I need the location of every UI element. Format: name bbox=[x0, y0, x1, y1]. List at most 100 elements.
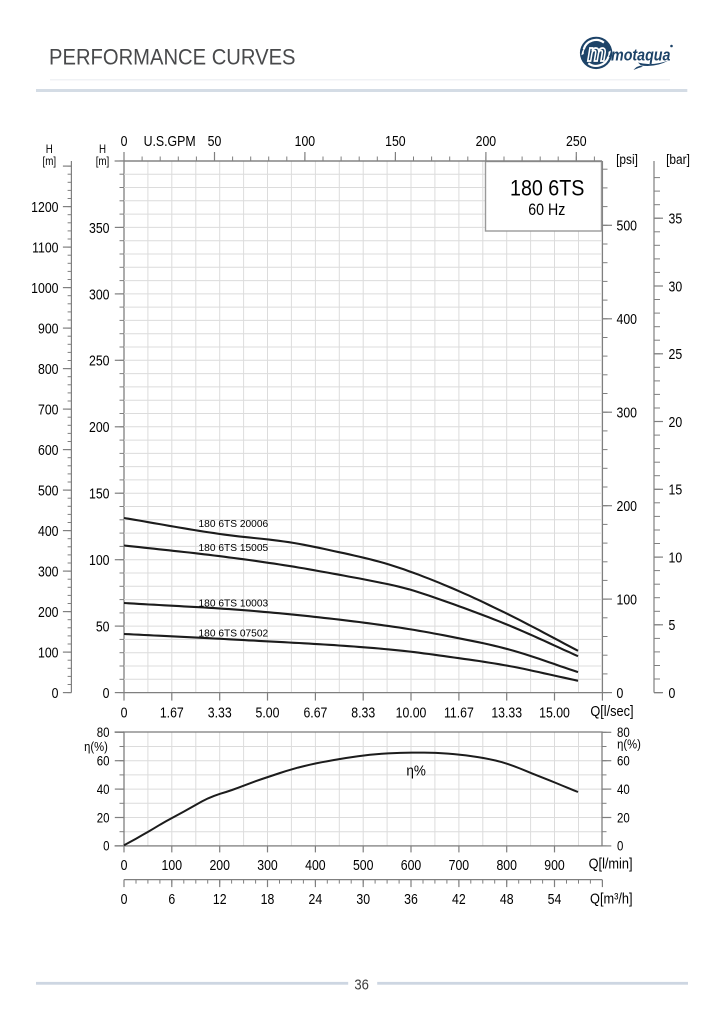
svg-text:400: 400 bbox=[38, 523, 59, 539]
svg-text:1100: 1100 bbox=[32, 239, 59, 255]
svg-text:0: 0 bbox=[617, 685, 624, 701]
svg-text:35: 35 bbox=[669, 210, 683, 226]
svg-text:[m]: [m] bbox=[43, 156, 57, 169]
svg-text:54: 54 bbox=[548, 891, 562, 907]
svg-text:100: 100 bbox=[617, 591, 638, 607]
svg-text:0: 0 bbox=[617, 839, 623, 854]
svg-text:10: 10 bbox=[669, 549, 683, 565]
svg-text:36: 36 bbox=[354, 977, 369, 993]
svg-text:13.33: 13.33 bbox=[491, 704, 522, 720]
svg-text:18: 18 bbox=[261, 891, 275, 907]
svg-text:180 6TS 15005: 180 6TS 15005 bbox=[199, 543, 269, 554]
svg-text:0: 0 bbox=[121, 891, 128, 907]
svg-text:[bar]: [bar] bbox=[666, 151, 690, 167]
svg-text:100: 100 bbox=[38, 644, 59, 660]
svg-text:900: 900 bbox=[544, 857, 565, 873]
svg-text:5: 5 bbox=[669, 617, 676, 633]
svg-text:8.33: 8.33 bbox=[351, 704, 375, 720]
svg-text:24: 24 bbox=[309, 891, 323, 907]
svg-text:200: 200 bbox=[617, 498, 638, 514]
svg-text:0: 0 bbox=[103, 685, 110, 701]
svg-text:600: 600 bbox=[401, 857, 422, 873]
svg-text:[psi]: [psi] bbox=[616, 151, 638, 167]
svg-text:10.00: 10.00 bbox=[396, 704, 427, 720]
svg-text:15: 15 bbox=[669, 482, 683, 498]
svg-text:50: 50 bbox=[96, 618, 110, 634]
svg-text:700: 700 bbox=[449, 857, 470, 873]
svg-text:0: 0 bbox=[52, 685, 59, 701]
svg-text:6.67: 6.67 bbox=[303, 704, 327, 720]
svg-text:350: 350 bbox=[89, 220, 110, 236]
svg-text:η%: η% bbox=[406, 763, 426, 780]
svg-text:800: 800 bbox=[38, 361, 59, 377]
svg-text:30: 30 bbox=[669, 278, 683, 294]
svg-text:30: 30 bbox=[356, 891, 370, 907]
svg-text:PERFORMANCE CURVES: PERFORMANCE CURVES bbox=[49, 46, 296, 70]
svg-text:150: 150 bbox=[385, 133, 406, 149]
svg-text:η(%): η(%) bbox=[84, 739, 108, 754]
svg-text:48: 48 bbox=[500, 891, 514, 907]
svg-text:0: 0 bbox=[669, 685, 676, 701]
svg-text:150: 150 bbox=[89, 485, 110, 501]
svg-text:100: 100 bbox=[89, 552, 110, 568]
svg-text:200: 200 bbox=[38, 604, 59, 620]
svg-text:Q[l/min]: Q[l/min] bbox=[589, 854, 633, 871]
svg-text:40: 40 bbox=[97, 782, 110, 797]
svg-text:180 6TS 10003: 180 6TS 10003 bbox=[199, 599, 269, 610]
svg-text:500: 500 bbox=[617, 218, 638, 234]
svg-text:900: 900 bbox=[38, 320, 59, 336]
svg-text:5.00: 5.00 bbox=[256, 704, 280, 720]
svg-text:42: 42 bbox=[452, 891, 466, 907]
svg-text:motaqua: motaqua bbox=[611, 46, 671, 64]
svg-text:3.33: 3.33 bbox=[208, 704, 232, 720]
svg-text:15.00: 15.00 bbox=[539, 704, 570, 720]
svg-text:20: 20 bbox=[617, 810, 630, 825]
svg-text:50: 50 bbox=[208, 133, 222, 149]
svg-text:m: m bbox=[587, 40, 606, 67]
svg-text:500: 500 bbox=[38, 482, 59, 498]
svg-text:80: 80 bbox=[617, 725, 630, 740]
svg-text:U.S.GPM: U.S.GPM bbox=[144, 133, 196, 149]
svg-text:[m]: [m] bbox=[96, 156, 110, 169]
svg-text:0: 0 bbox=[121, 704, 128, 720]
svg-text:0: 0 bbox=[121, 133, 128, 149]
svg-text:6: 6 bbox=[168, 891, 175, 907]
svg-text:200: 200 bbox=[209, 857, 230, 873]
svg-text:36: 36 bbox=[404, 891, 418, 907]
svg-text:500: 500 bbox=[353, 857, 374, 873]
svg-text:0: 0 bbox=[103, 839, 109, 854]
svg-text:300: 300 bbox=[257, 857, 278, 873]
svg-text:700: 700 bbox=[38, 401, 59, 417]
svg-text:1000: 1000 bbox=[31, 280, 59, 296]
svg-text:1.67: 1.67 bbox=[160, 704, 184, 720]
svg-text:200: 200 bbox=[89, 419, 110, 435]
svg-text:Q[m³/h]: Q[m³/h] bbox=[590, 889, 632, 906]
svg-text:180 6TS: 180 6TS bbox=[510, 176, 584, 200]
svg-text:100: 100 bbox=[162, 857, 183, 873]
svg-text:800: 800 bbox=[496, 857, 517, 873]
svg-text:H: H bbox=[99, 143, 106, 156]
svg-text:Q[l/sec]: Q[l/sec] bbox=[590, 702, 633, 719]
svg-text:180 6TS 20006: 180 6TS 20006 bbox=[199, 519, 269, 530]
svg-text:25: 25 bbox=[669, 346, 683, 362]
svg-text:11.67: 11.67 bbox=[444, 704, 474, 720]
svg-text:η(%): η(%) bbox=[617, 737, 641, 752]
svg-text:100: 100 bbox=[295, 133, 316, 149]
svg-text:80: 80 bbox=[97, 725, 110, 740]
svg-text:300: 300 bbox=[38, 563, 59, 579]
svg-text:300: 300 bbox=[617, 404, 638, 420]
svg-text:180 6TS 07502: 180 6TS 07502 bbox=[199, 629, 269, 640]
svg-text:200: 200 bbox=[476, 133, 497, 149]
svg-text:12: 12 bbox=[213, 891, 227, 907]
svg-text:40: 40 bbox=[617, 782, 630, 797]
svg-text:20: 20 bbox=[669, 414, 683, 430]
svg-text:60: 60 bbox=[97, 754, 110, 769]
svg-text:0: 0 bbox=[121, 857, 128, 873]
svg-text:H: H bbox=[46, 143, 53, 156]
svg-text:60 Hz: 60 Hz bbox=[528, 201, 565, 219]
svg-text:600: 600 bbox=[38, 442, 59, 458]
svg-text:250: 250 bbox=[566, 133, 587, 149]
svg-text:60: 60 bbox=[617, 754, 630, 769]
svg-text:250: 250 bbox=[89, 353, 110, 369]
svg-text:1200: 1200 bbox=[31, 199, 59, 215]
